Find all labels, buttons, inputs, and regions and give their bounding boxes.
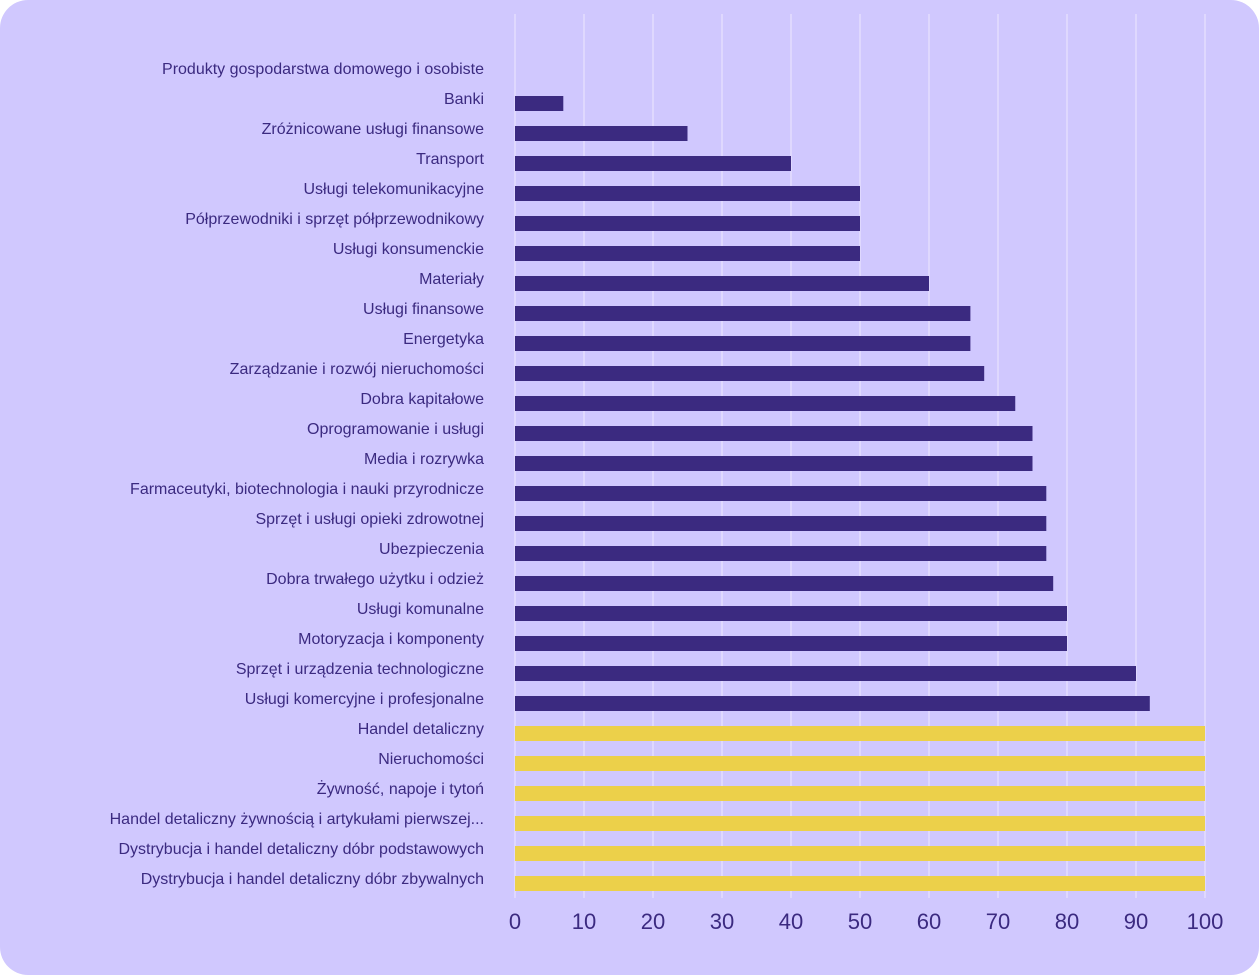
category-label: Usługi komercyjne i profesjonalne (245, 691, 484, 708)
x-tick-label: 20 (641, 909, 665, 934)
category-label: Energetyka (403, 331, 484, 348)
bar (515, 186, 860, 201)
bar (515, 456, 1033, 471)
bar (515, 636, 1067, 651)
category-label: Ubezpieczenia (379, 541, 484, 558)
x-tick-label: 60 (917, 909, 941, 934)
bar (515, 756, 1205, 771)
x-tick-label: 40 (779, 909, 803, 934)
category-label: Transport (416, 151, 484, 168)
category-label: Banki (444, 91, 484, 108)
category-label: Zarządzanie i rozwój nieruchomości (230, 361, 484, 378)
bar (515, 546, 1047, 561)
bar (515, 606, 1067, 621)
category-label: Dobra kapitałowe (360, 391, 484, 408)
category-label: Usługi komunalne (357, 601, 484, 618)
bar (515, 336, 971, 351)
category-label: Półprzewodniki i sprzęt półprzewodnikowy (185, 211, 484, 228)
bar (515, 516, 1047, 531)
bar (515, 276, 929, 291)
bar (515, 126, 688, 141)
bar (515, 696, 1150, 711)
bar (515, 846, 1205, 861)
category-label: Usługi finansowe (363, 301, 484, 318)
category-label: Zróżnicowane usługi finansowe (262, 121, 484, 138)
category-label: Handel detaliczny żywnością i artykułami… (110, 811, 484, 828)
bar (515, 486, 1047, 501)
category-label: Dystrybucja i handel detaliczny dóbr pod… (118, 841, 484, 858)
x-tick-label: 90 (1124, 909, 1148, 934)
bar (515, 816, 1205, 831)
x-tick-label: 30 (710, 909, 734, 934)
bar (515, 786, 1205, 801)
category-label: Materiały (419, 271, 484, 288)
category-label: Media i rozrywka (364, 451, 484, 468)
category-label: Usługi telekomunikacyjne (303, 181, 484, 198)
bar (515, 396, 1016, 411)
x-tick-label: 70 (986, 909, 1010, 934)
x-tick-label: 0 (509, 909, 521, 934)
category-label: Sprzęt i urządzenia technologiczne (236, 661, 484, 678)
bar (515, 246, 860, 261)
category-label: Sprzęt i usługi opieki zdrowotnej (255, 511, 484, 528)
x-tick-label: 10 (572, 909, 596, 934)
bar (515, 726, 1205, 741)
bar (515, 156, 791, 171)
bar (515, 306, 971, 321)
bar (515, 216, 860, 231)
bar (515, 876, 1205, 891)
category-label: Dystrybucja i handel detaliczny dóbr zby… (141, 871, 484, 888)
category-label: Usługi konsumenckie (333, 241, 484, 258)
category-label: Produkty gospodarstwa domowego i osobist… (162, 61, 484, 78)
bar (515, 96, 564, 111)
category-label: Handel detaliczny (358, 721, 484, 738)
category-label: Żywność, napoje i tytoń (317, 779, 484, 798)
bar (515, 426, 1033, 441)
x-tick-label: 100 (1187, 909, 1224, 934)
category-label: Oprogramowanie i usługi (307, 421, 484, 438)
category-label: Dobra trwałego użytku i odzież (266, 571, 484, 588)
bar (515, 576, 1054, 591)
x-tick-label: 50 (848, 909, 872, 934)
category-label: Farmaceutyki, biotechnologia i nauki prz… (130, 481, 484, 498)
category-label: Nieruchomości (378, 751, 484, 768)
bar (515, 666, 1136, 681)
bar (515, 366, 985, 381)
category-label: Motoryzacja i komponenty (298, 631, 484, 648)
x-tick-label: 80 (1055, 909, 1079, 934)
